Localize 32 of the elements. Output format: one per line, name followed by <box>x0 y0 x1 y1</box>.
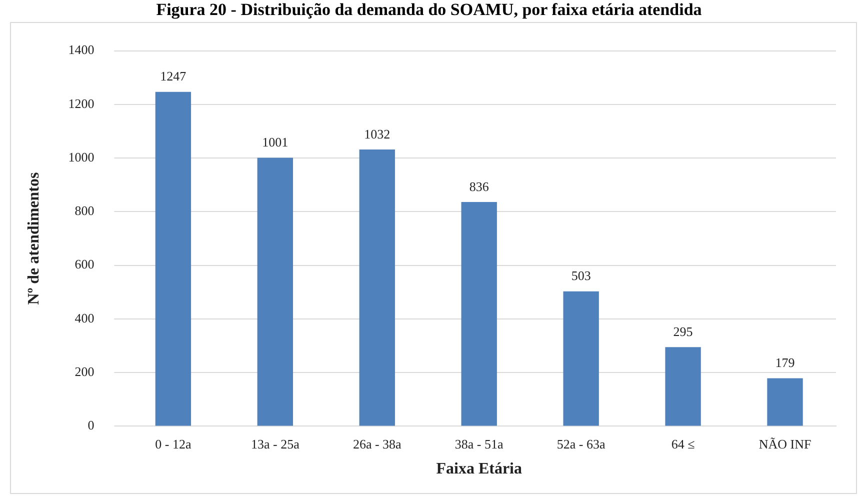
x-tick-label: NÃO INF <box>758 436 812 452</box>
bar <box>359 149 395 426</box>
y-tick-label: 400 <box>74 310 94 326</box>
bar <box>155 92 192 426</box>
y-tick-label: 600 <box>74 256 94 272</box>
data-label: 503 <box>571 268 591 284</box>
data-label: 836 <box>469 178 490 194</box>
bar <box>257 158 293 426</box>
x-tick-label: 13a - 25a <box>250 436 300 452</box>
data-label: 1001 <box>262 134 288 150</box>
x-tick-label: 52a - 63a <box>556 436 606 452</box>
data-label: 295 <box>673 324 693 340</box>
y-tick-label: 1400 <box>68 42 94 58</box>
y-axis-title: Nº de atendimentos <box>26 172 43 305</box>
x-tick-label: 64 ≤ <box>671 436 695 452</box>
data-label: 1247 <box>160 68 187 84</box>
y-tick-label: 800 <box>74 203 94 218</box>
bar <box>665 347 701 426</box>
chart-title: Figura 20 - Distribuição da demanda do SOAMU, por faixa etária atendida <box>155 0 703 21</box>
data-label: 179 <box>775 355 795 370</box>
y-tick-label: 200 <box>74 364 94 379</box>
bar <box>767 378 803 426</box>
x-tick-label: 38a - 51a <box>454 436 504 452</box>
x-tick-label: 0 - 12a <box>155 436 192 452</box>
y-tick-label: 1000 <box>68 149 94 164</box>
bar <box>563 291 599 426</box>
data-label: 1032 <box>364 126 390 142</box>
y-tick-label: 1200 <box>68 96 94 111</box>
x-tick-label: 26a - 38a <box>352 436 402 452</box>
y-tick-label: 0 <box>88 418 94 433</box>
x-axis-title: Faixa Etária <box>436 460 522 478</box>
bar <box>461 202 497 426</box>
